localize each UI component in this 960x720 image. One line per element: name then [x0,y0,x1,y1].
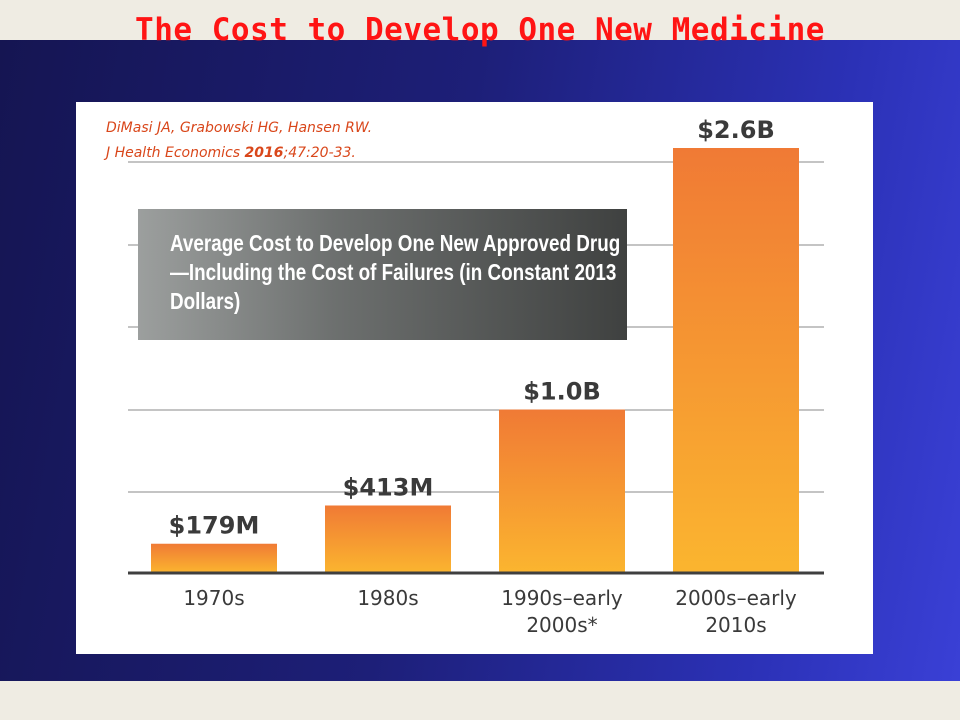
category-label: 1980s [357,586,418,610]
bar-chart: $179M 1970s $413M 1980s $1.0B 1990s–early 2000… [128,116,824,637]
category-label: 2010s [705,613,766,637]
bar [499,409,625,573]
category-label: 2000s* [526,613,597,637]
category-label: 1990s–early [501,586,623,610]
bar [673,148,799,573]
chart-title-box: Average Cost to Develop One New Approved… [138,209,627,340]
category-label: 2000s–early [675,586,797,610]
bar-value-label: $179M [169,512,260,540]
slide-title: The Cost to Develop One New Medicine [135,12,825,48]
bars [151,148,799,573]
bar [151,543,277,573]
category-label: 1970s [183,586,244,610]
bar-value-label: $2.6B [697,116,775,144]
chart-title: Average Cost to Develop One New Approved… [170,230,621,314]
bar-value-label: $1.0B [523,378,601,406]
citation-journal: J Health Economics [106,145,245,161]
bar-value-label: $413M [343,473,434,501]
citation-year: 2016 [244,145,284,161]
citation: DiMasi JA, Grabowski HG, Hansen RW. J He… [106,116,372,166]
citation-authors: DiMasi JA, Grabowski HG, Hansen RW. [106,120,373,136]
citation-volume: ;47:20-33. [283,145,356,161]
labels: $179M 1970s $413M 1980s $1.0B 1990s–early 2000… [169,116,797,637]
bar [325,505,451,573]
citation-journal-line: J Health Economics 2016;47:20-33. [106,141,372,166]
